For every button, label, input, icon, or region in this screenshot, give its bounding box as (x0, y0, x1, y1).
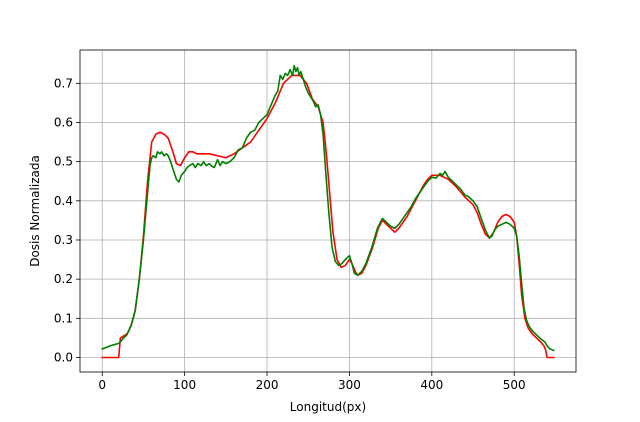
x-tick-label: 0 (98, 378, 106, 392)
y-tick-label: 0.5 (54, 155, 73, 169)
y-tick-label: 0.6 (54, 115, 73, 129)
x-tick-label: 100 (173, 378, 196, 392)
x-tick-label: 400 (420, 378, 443, 392)
axes-frame (79, 49, 577, 373)
x-tick-label: 300 (338, 378, 361, 392)
x-tick-label: 500 (503, 378, 526, 392)
y-axis-label: Dosis Normalizada (28, 155, 42, 267)
series-line-2 (101, 64, 555, 352)
plot-area: 0 100 200 300 400 500 0.0 0.1 0.2 0.3 0.4 0.5 0.6 0.7 (54, 49, 577, 392)
y-tick-label: 0.0 (54, 351, 73, 365)
y-tick-label: 0.7 (54, 76, 73, 90)
y-tick-label: 0.4 (54, 194, 73, 208)
y-tick-label: 0.2 (54, 272, 73, 286)
y-tick-label: 0.1 (54, 311, 73, 325)
x-axis-label: Longitud(px) (290, 400, 366, 414)
x-tick-label: 200 (256, 378, 279, 392)
y-tick-label: 0.3 (54, 233, 73, 247)
